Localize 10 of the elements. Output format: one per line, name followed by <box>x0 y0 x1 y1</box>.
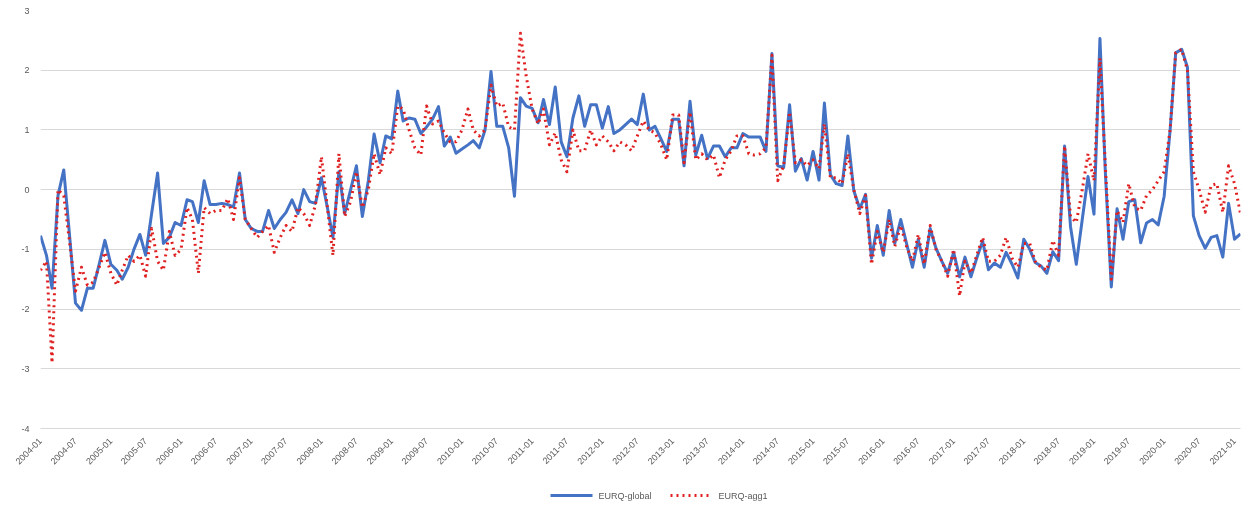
y-tick-label: 0 <box>24 184 30 195</box>
y-tick-label: 2 <box>24 65 30 76</box>
y-tick-label: -3 <box>21 363 30 374</box>
y-tick-label: -4 <box>21 423 30 434</box>
y-tick-label: 1 <box>24 124 30 135</box>
legend-label: EURQ-agg1 <box>718 490 768 501</box>
legend-label: EURQ-global <box>598 490 652 501</box>
y-tick-label: -2 <box>21 304 30 315</box>
y-tick-label: -1 <box>21 244 30 255</box>
y-tick-label: 3 <box>24 5 30 16</box>
